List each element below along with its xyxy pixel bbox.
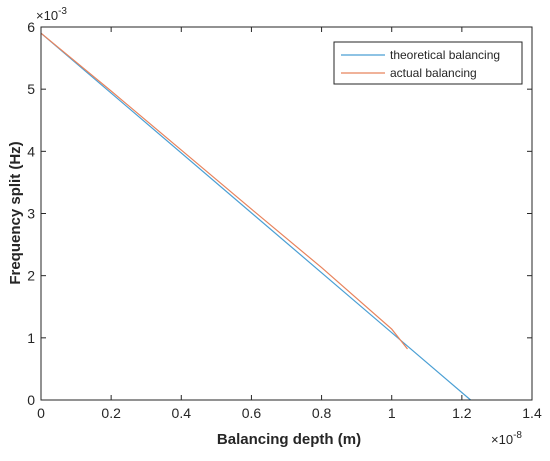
y-axis-label: Frequency split (Hz) bbox=[7, 141, 24, 284]
y-tick-labels: 0 1 2 3 4 5 6 bbox=[27, 19, 35, 408]
legend-label-theoretical: theoretical balancing bbox=[390, 48, 500, 62]
series-layer bbox=[40, 32, 471, 401]
plot-area bbox=[41, 27, 532, 400]
y-tick-label: 4 bbox=[27, 143, 35, 159]
x-multiplier-base: ×10 bbox=[491, 432, 513, 447]
x-tick-label: 0.4 bbox=[172, 405, 192, 421]
y-multiplier: ×10-3 bbox=[36, 6, 67, 23]
y-tick-label: 2 bbox=[27, 268, 35, 284]
legend-box bbox=[333, 41, 523, 85]
y-tick-label: 0 bbox=[27, 392, 35, 408]
y-multiplier-base: ×10 bbox=[36, 8, 58, 23]
x-tick-label: 1.4 bbox=[522, 405, 542, 421]
y-tick-label: 3 bbox=[27, 206, 35, 222]
series-line-actual bbox=[40, 32, 408, 350]
x-multiplier: ×10-8 bbox=[491, 430, 522, 447]
y-tick-label: 1 bbox=[27, 330, 35, 346]
x-tick-label: 0 bbox=[37, 405, 45, 421]
x-tick-label: 1.2 bbox=[452, 405, 472, 421]
ticks-layer bbox=[40, 26, 533, 401]
x-tick-label: 1 bbox=[388, 405, 396, 421]
x-tick-label: 0.2 bbox=[101, 405, 121, 421]
y-multiplier-exponent: -3 bbox=[58, 6, 67, 17]
legend-label-actual: actual balancing bbox=[390, 66, 477, 80]
legend: theoretical balancing actual balancing bbox=[333, 41, 523, 85]
x-multiplier-exponent: -8 bbox=[513, 430, 522, 441]
x-tick-label: 0.6 bbox=[242, 405, 262, 421]
x-axis-label: Balancing depth (m) bbox=[217, 431, 361, 448]
x-tick-label: 0.8 bbox=[312, 405, 332, 421]
x-tick-labels: 0 0.2 0.4 0.6 0.8 1 1.2 1.4 bbox=[37, 405, 542, 421]
y-tick-label: 6 bbox=[27, 19, 35, 35]
y-tick-label: 5 bbox=[27, 81, 35, 97]
